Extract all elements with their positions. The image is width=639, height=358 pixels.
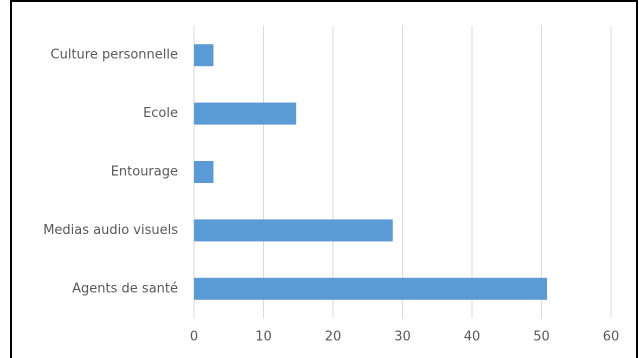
bar [194, 219, 393, 242]
chart-frame [10, 0, 638, 358]
x-tick-label: 40 [464, 330, 481, 345]
x-tick-label: 60 [603, 330, 620, 345]
y-tick-label: Culture personnelle [51, 48, 178, 63]
bar [194, 277, 548, 300]
x-tick-label: 20 [325, 330, 342, 345]
y-tick-label: Entourage [111, 165, 178, 180]
x-tick-label: 50 [533, 330, 550, 345]
bar [194, 44, 214, 67]
x-tick-label: 0 [190, 330, 198, 345]
x-tick-label: 30 [394, 330, 411, 345]
bar [194, 102, 297, 125]
y-tick-label: Agents de santé [72, 281, 178, 296]
x-tick-label: 10 [255, 330, 272, 345]
y-tick-label: Medias audio visuels [43, 223, 178, 238]
y-tick-label: Ecole [143, 106, 178, 121]
bar [194, 161, 214, 183]
